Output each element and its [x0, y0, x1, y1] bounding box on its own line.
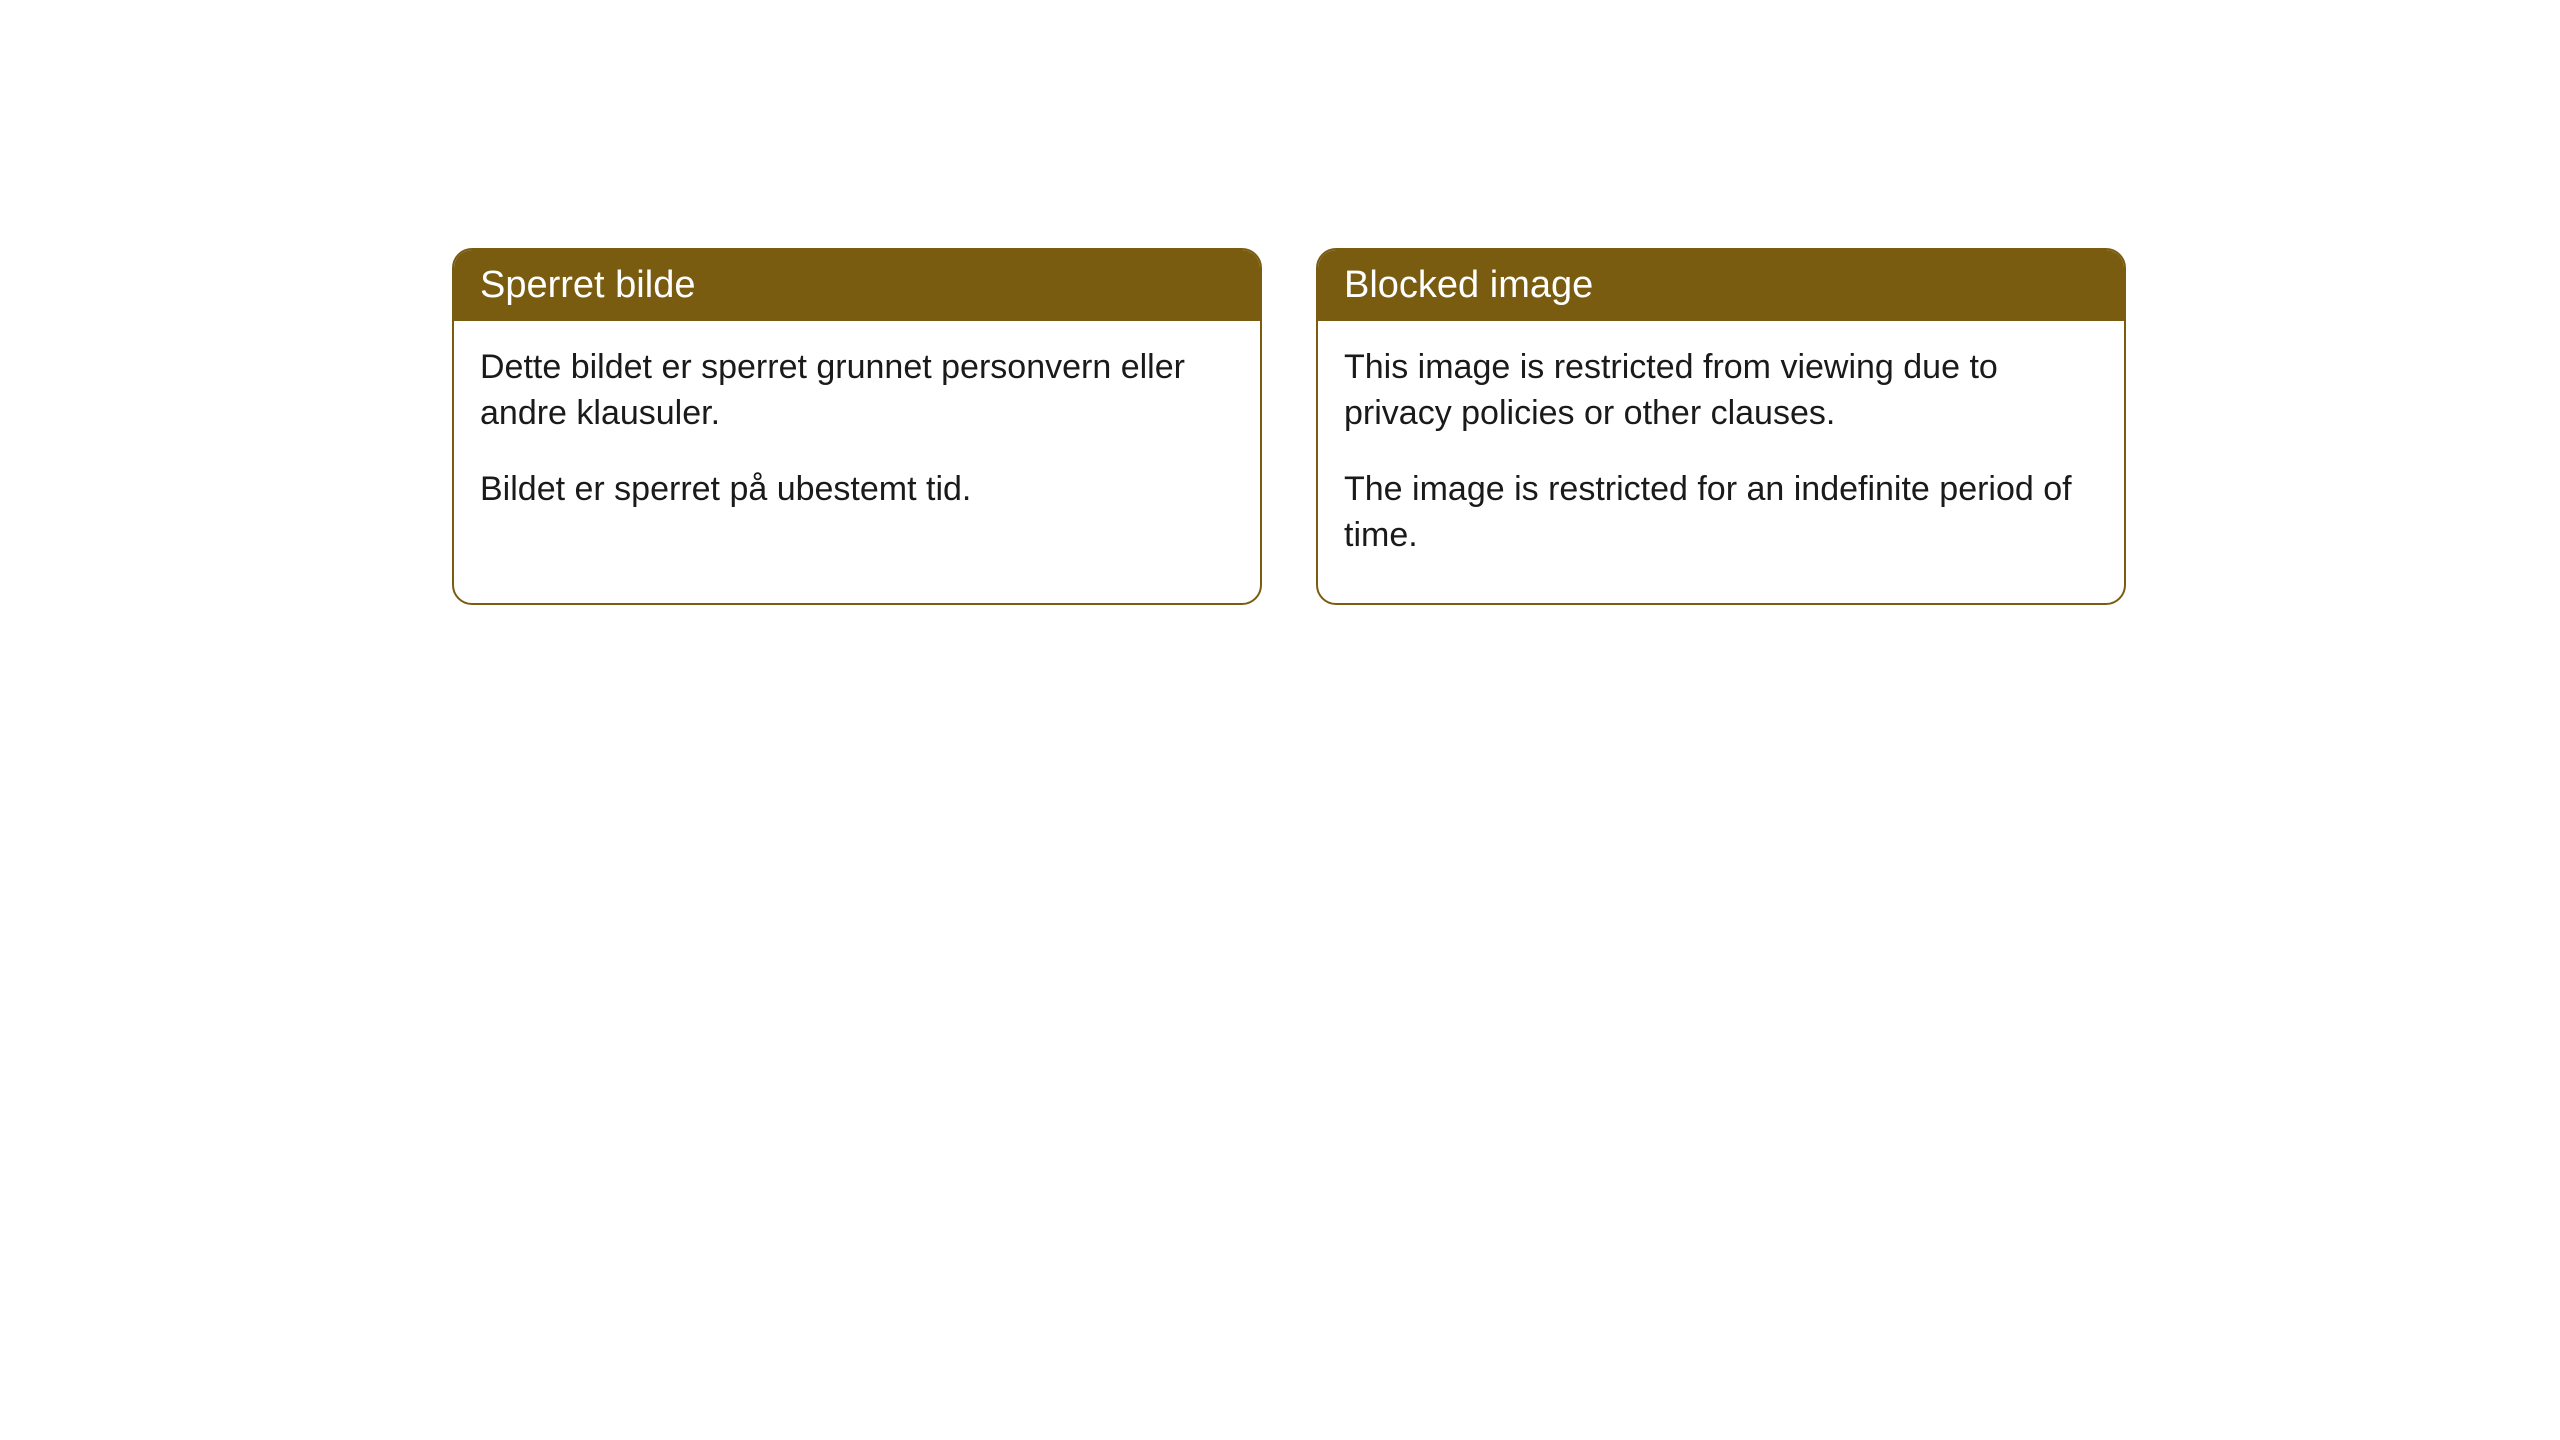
notice-card-english: Blocked image This image is restricted f… — [1316, 248, 2126, 605]
card-title: Blocked image — [1344, 264, 1593, 306]
notice-cards-container: Sperret bilde Dette bildet er sperret gr… — [0, 0, 2560, 605]
card-header-norwegian: Sperret bilde — [454, 250, 1260, 321]
card-paragraph: Bildet er sperret på ubestemt tid. — [480, 467, 1234, 513]
card-header-english: Blocked image — [1318, 250, 2124, 321]
card-paragraph: Dette bildet er sperret grunnet personve… — [480, 345, 1234, 437]
card-body-norwegian: Dette bildet er sperret grunnet personve… — [454, 321, 1260, 557]
card-paragraph: This image is restricted from viewing du… — [1344, 345, 2098, 437]
notice-card-norwegian: Sperret bilde Dette bildet er sperret gr… — [452, 248, 1262, 605]
card-body-english: This image is restricted from viewing du… — [1318, 321, 2124, 603]
card-title: Sperret bilde — [480, 264, 695, 306]
card-paragraph: The image is restricted for an indefinit… — [1344, 467, 2098, 559]
